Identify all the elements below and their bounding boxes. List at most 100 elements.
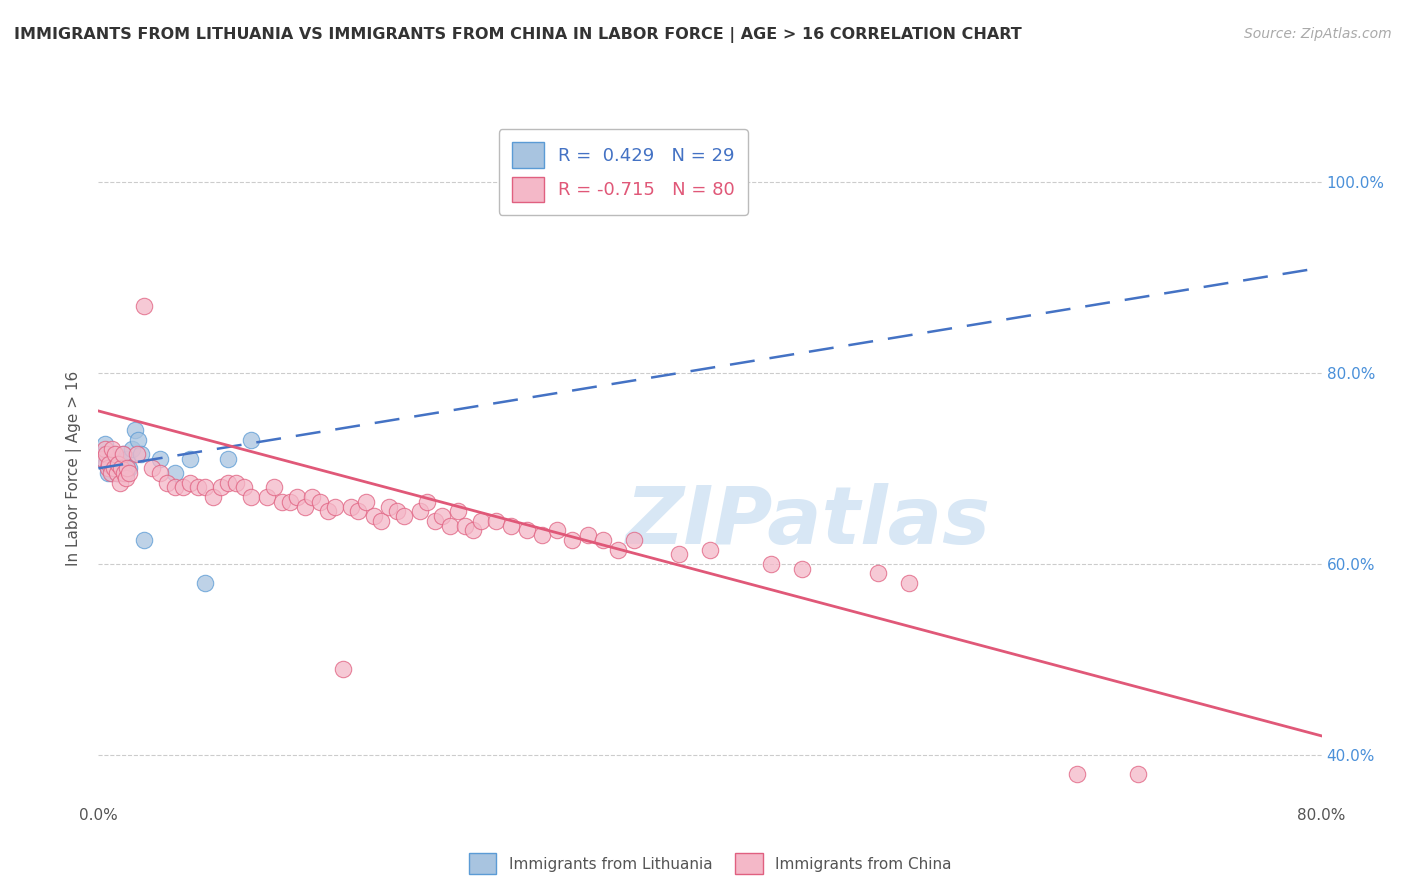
Point [423,514,446,528]
Point [354,494,377,508]
Point [339,500,361,514]
Point [107,451,129,466]
Point [240,490,263,504]
Point [378,500,401,514]
Point [101,466,124,480]
Point [111,447,134,461]
Point [530,528,553,542]
Point [485,514,508,528]
Point [270,494,292,508]
Point [301,490,323,504]
Point [668,547,690,561]
Point [117,451,139,466]
Point [110,461,132,475]
Point [408,504,430,518]
Point [194,576,217,591]
Point [98,457,121,471]
Point [209,480,232,494]
Text: ZIPatlas: ZIPatlas [626,483,990,561]
Point [447,504,470,518]
Point [546,524,568,538]
Point [623,533,645,547]
Point [103,447,125,461]
Point [309,494,332,508]
Point [110,457,132,471]
Point [149,466,172,480]
Point [111,447,134,461]
Point [470,514,492,528]
Point [187,480,209,494]
Point [163,466,186,480]
Point [149,451,172,466]
Point [115,471,138,485]
Point [129,447,152,461]
Point [163,480,186,494]
Point [103,461,125,475]
Point [363,509,385,524]
Point [107,457,129,471]
Point [454,518,477,533]
Point [104,447,127,461]
Point [97,466,120,480]
Point [115,466,138,480]
Point [100,451,122,466]
Point [1128,767,1150,781]
Point [278,494,301,508]
Point [217,451,239,466]
Point [202,490,225,504]
Point [576,528,599,542]
Point [194,480,217,494]
Point [127,433,149,447]
Point [294,500,316,514]
Point [105,466,128,480]
Point [432,509,454,524]
Point [112,461,135,475]
Point [91,451,114,466]
Point [94,457,117,471]
Point [516,524,538,538]
Point [124,423,146,437]
Point [385,504,408,518]
Point [285,490,308,504]
Point [240,433,263,447]
Point [561,533,583,547]
Point [263,480,285,494]
Point [897,576,920,591]
Point [501,518,523,533]
Point [101,442,124,457]
Point [118,466,141,480]
Point [868,566,890,581]
Point [1066,767,1088,781]
Point [108,475,131,490]
Point [179,475,201,490]
Point [416,494,439,508]
Point [98,457,121,471]
Point [91,447,114,461]
Point [118,461,141,475]
Point [370,514,392,528]
Point [232,480,254,494]
Point [179,451,201,466]
Point [225,475,247,490]
Point [332,662,354,676]
Point [97,461,120,475]
Y-axis label: In Labor Force | Age > 16: In Labor Force | Age > 16 [66,371,83,566]
Point [112,466,135,480]
Point [94,447,117,461]
Point [121,442,143,457]
Point [759,557,782,571]
Point [108,461,131,475]
Point [256,490,278,504]
Text: Source: ZipAtlas.com: Source: ZipAtlas.com [1244,27,1392,41]
Point [156,475,179,490]
Point [93,442,115,457]
Point [392,509,416,524]
Point [607,542,630,557]
Point [134,299,156,313]
Point [172,480,194,494]
Point [699,542,721,557]
Point [93,437,115,451]
Point [117,461,139,475]
Point [790,562,813,576]
Point [461,524,484,538]
